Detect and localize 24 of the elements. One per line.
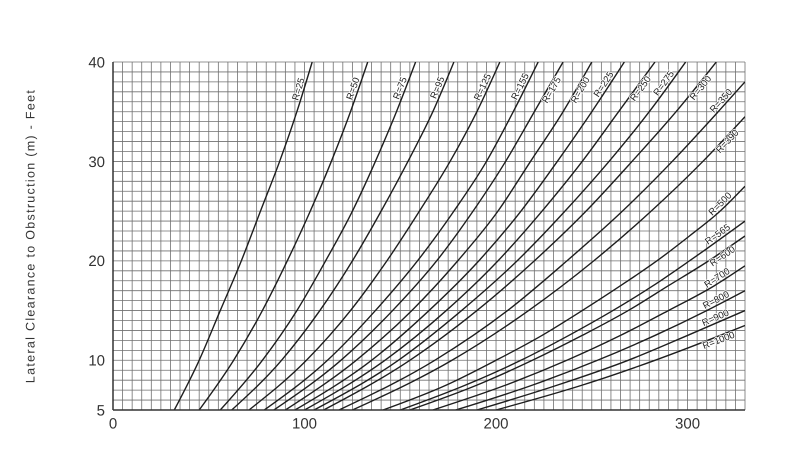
y-tick-label: 40 xyxy=(88,54,105,72)
line-series xyxy=(382,186,745,410)
y-axis-title: Lateral Clearance to Obstruction (m) - Feet xyxy=(23,88,38,384)
text: R=75 xyxy=(391,76,410,102)
y-tick-label: 30 xyxy=(88,154,105,171)
y-tick-label: 20 xyxy=(88,253,105,270)
line-series xyxy=(198,62,368,410)
line-series xyxy=(476,310,745,410)
x-tick-label: 300 xyxy=(675,416,700,433)
text: R=25 xyxy=(290,76,308,102)
y-tick-label: 5 xyxy=(96,402,105,420)
x-tick-label: 200 xyxy=(484,416,509,433)
line-series xyxy=(174,62,313,410)
line-series xyxy=(455,290,745,410)
line-series xyxy=(432,265,745,410)
line-series xyxy=(248,62,501,410)
line-series xyxy=(220,62,416,410)
y-tick-label: 10 xyxy=(88,352,105,370)
text: R=95 xyxy=(428,75,448,101)
x-tick-label: 0 xyxy=(108,416,118,433)
line-series xyxy=(495,324,745,410)
line-series xyxy=(231,62,455,410)
text: R=50 xyxy=(344,76,363,102)
x-tick-label: 100 xyxy=(292,416,318,433)
